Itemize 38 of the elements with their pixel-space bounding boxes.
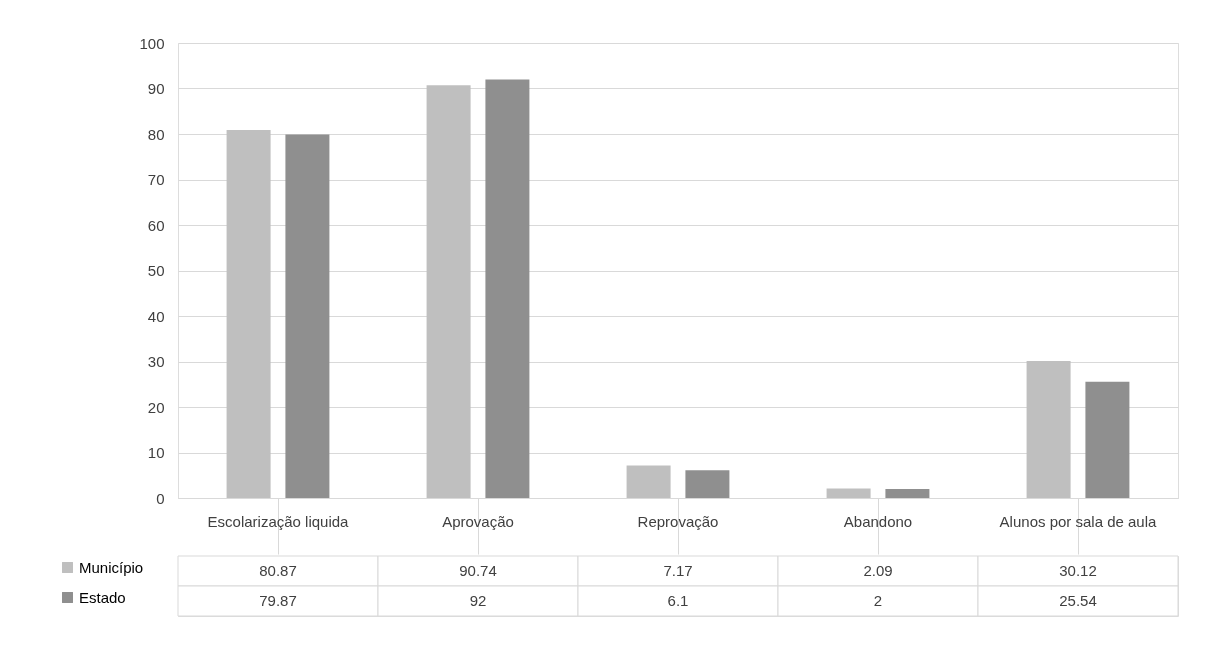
data-label: 30.12 xyxy=(1059,562,1097,579)
legend-label: Estado xyxy=(79,588,126,606)
data-label: 25.54 xyxy=(1059,592,1097,609)
data-label: 90.74 xyxy=(459,562,497,579)
x-tick-label: Reprovação xyxy=(637,512,719,530)
data-label: 2 xyxy=(873,592,883,609)
data-label: 79.87 xyxy=(259,592,297,609)
y-tick-label: 30 xyxy=(147,353,165,370)
bar xyxy=(485,79,530,498)
bar xyxy=(1085,381,1130,498)
y-tick-label: 10 xyxy=(147,444,165,461)
x-tick-label: Aprovação xyxy=(442,512,514,530)
x-tick-label: Abandono xyxy=(843,512,913,530)
data-label: 92 xyxy=(469,592,487,609)
y-tick-label: 20 xyxy=(147,398,165,416)
y-tick-label: 60 xyxy=(147,216,165,234)
bar xyxy=(1026,360,1071,498)
y-tick-label: 40 xyxy=(147,307,165,325)
y-tick-label: 80 xyxy=(147,125,165,143)
bar xyxy=(885,488,930,498)
bar xyxy=(826,488,871,498)
x-tick-label: Escolarização liquida xyxy=(207,512,350,530)
y-tick-label: 0 xyxy=(156,489,165,507)
bar xyxy=(626,465,671,498)
data-label: 6.1 xyxy=(667,592,689,609)
bar xyxy=(226,130,271,498)
y-tick-label: 70 xyxy=(147,171,165,188)
x-tick-label: Alunos por sala de aula xyxy=(999,512,1158,530)
bar xyxy=(285,134,330,498)
y-tick-label: 50 xyxy=(147,262,165,279)
data-label: 7.17 xyxy=(663,562,693,579)
legend-label: Município xyxy=(79,558,144,576)
bar xyxy=(426,85,471,498)
y-tick-label: 100 xyxy=(139,34,165,52)
data-label: 80.87 xyxy=(259,562,297,579)
y-tick-label: 90 xyxy=(147,80,165,97)
bar xyxy=(685,470,730,498)
data-label: 2.09 xyxy=(863,562,893,579)
